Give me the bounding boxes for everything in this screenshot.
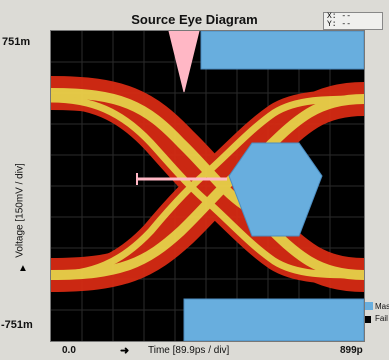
eye-diagram-svg (51, 31, 364, 341)
x-axis-title: Time [89.9ps / div] (148, 345, 230, 356)
legend-mask-swatch (365, 302, 373, 310)
y-axis-arrow-icon: ▲ (18, 263, 28, 274)
y-axis-min-label: -751m (1, 319, 33, 331)
cursor-readout: X: -- Y: -- (323, 12, 383, 30)
y-axis-title: Voltage [150mV / div] (14, 163, 26, 258)
mask-center (228, 142, 323, 237)
chart-title: Source Eye Diagram (131, 12, 258, 27)
legend-fail-label: Fail (375, 314, 388, 323)
legend: Mas Fail (365, 300, 389, 340)
x-readout: X: -- (327, 12, 352, 21)
x-axis-end-label: 899p (340, 345, 363, 356)
y-axis-max-label: 751m (2, 36, 31, 48)
x-axis-start-label: 0.0 (62, 345, 76, 356)
marker-overlay (136, 31, 227, 185)
legend-fail-swatch (365, 316, 371, 323)
title-bar: Source Eye Diagram X: -- Y: -- (0, 0, 389, 30)
mask-top (200, 31, 364, 70)
trace-inner (51, 88, 364, 280)
eye-plot[interactable] (50, 30, 365, 342)
y-readout: Y: -- (327, 20, 352, 29)
x-axis-arrow-icon: ➜ (120, 345, 130, 357)
mask-bottom (183, 298, 364, 341)
legend-mask-label: Mas (375, 302, 389, 311)
mask-regions (183, 31, 364, 341)
marker-triangle (168, 31, 200, 93)
trace-inner (51, 95, 364, 279)
trace-inner (51, 95, 364, 279)
